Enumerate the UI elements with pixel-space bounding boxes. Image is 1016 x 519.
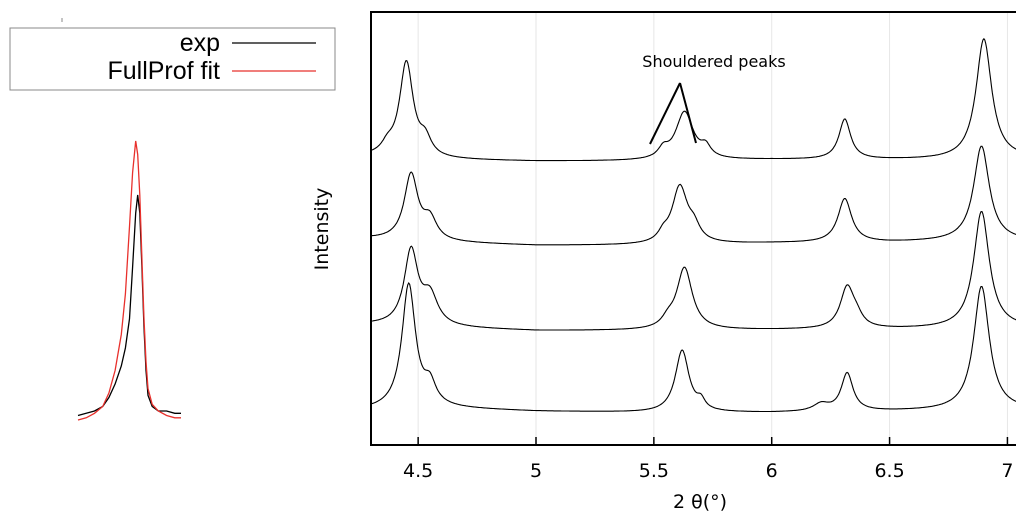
x-tick-label-5.5: 5.5	[639, 460, 669, 482]
annotation-pointer-left	[649, 82, 681, 145]
x-axis-label: 2 θ(°)	[673, 491, 727, 513]
main-grid	[417, 12, 1008, 445]
main-panel: 4.5 5 5.5 6 6.5 7 Intensity 2 θ(°) Shouldered…	[311, 11, 1016, 513]
legend-label-fullprof-fit: FullProf fit	[107, 57, 220, 85]
inset-series-fullprof-fit	[77, 140, 181, 421]
main-x-ticks: 4.5 5 5.5 6 6.5 7	[403, 437, 1013, 482]
main-plot-area	[370, 37, 1016, 413]
pattern-curve-1	[370, 211, 1016, 331]
pattern-curve-3	[370, 37, 1016, 162]
inset-plot-area	[77, 140, 181, 421]
inset-panel: exp FullProf fit	[9, 18, 336, 421]
annotation-label: Shouldered peaks	[642, 52, 785, 71]
pattern-curve-2	[370, 145, 1016, 246]
pattern-curve-0	[370, 281, 1016, 413]
x-tick-label-6.5: 6.5	[874, 460, 904, 482]
shouldered-peaks-annotation: Shouldered peaks	[642, 52, 786, 145]
x-tick-label-7: 7	[1001, 460, 1013, 482]
legend-label-exp: exp	[180, 29, 220, 57]
x-tick-label-4.5: 4.5	[403, 460, 433, 482]
inset-series-exp	[77, 194, 181, 417]
inset-legend-box	[9, 27, 336, 91]
y-axis-label: Intensity	[311, 188, 333, 271]
main-plot-frame	[370, 11, 1016, 446]
annotation-pointer-right	[679, 82, 697, 144]
x-tick-label-5: 5	[530, 460, 542, 482]
x-tick-label-6: 6	[766, 460, 778, 482]
